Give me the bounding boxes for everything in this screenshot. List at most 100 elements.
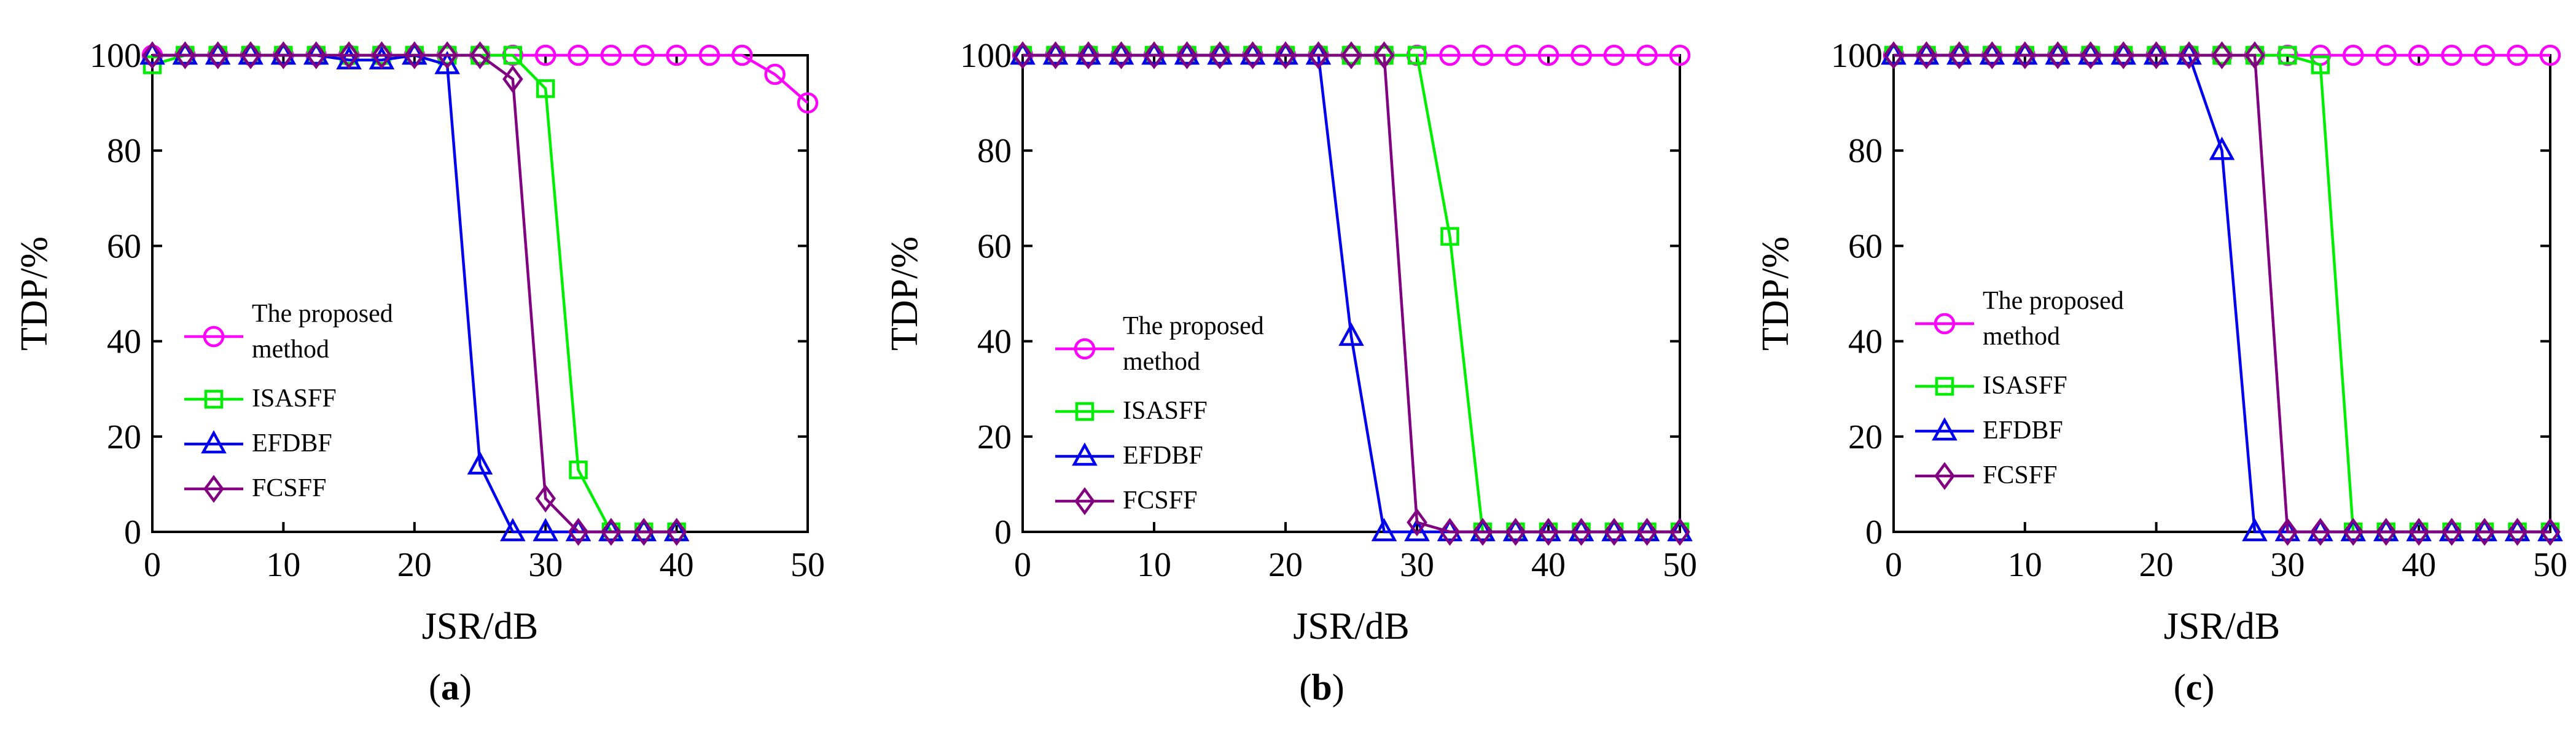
legend-label: method [252, 335, 329, 364]
x-tick-label: 50 [790, 546, 825, 584]
data-point-fcsff [1176, 41, 1198, 69]
data-point-fcsff [1144, 41, 1165, 69]
data-point-efdbf [1273, 41, 1298, 65]
data-point-fcsff [1012, 41, 1033, 69]
legend-marker [1935, 376, 1954, 396]
y-tick-label: 60 [1848, 227, 1883, 265]
y-tick-label: 40 [1848, 323, 1883, 361]
data-point-the-proposed-method [534, 44, 556, 66]
y-tick-label: 20 [977, 418, 1012, 456]
data-point-efdbf [500, 518, 526, 542]
data-point-efdbf [2209, 136, 2235, 160]
data-point-efdbf [238, 41, 263, 65]
data-point-isasff [569, 460, 588, 480]
panel-caption-b: (b) [1299, 667, 1345, 708]
data-point-efdbf [1568, 518, 1594, 542]
data-point-the-proposed-method [2375, 44, 2397, 66]
x-axis-label: JSR/dB [2164, 606, 2281, 647]
data-point-the-proposed-method [1439, 44, 1461, 66]
data-point-fcsff [371, 41, 392, 69]
x-tick-label: 50 [2533, 546, 2567, 584]
x-tick-label: 30 [1400, 546, 1434, 584]
data-point-the-proposed-method [2507, 44, 2528, 66]
legend-label: FCSFF [1983, 461, 2057, 489]
data-point-efdbf [1108, 41, 1134, 65]
x-tick-label: 0 [1885, 546, 1902, 584]
data-point-efdbf [2274, 518, 2301, 542]
data-point-efdbf [1946, 41, 1972, 65]
data-point-efdbf [1207, 41, 1233, 65]
legend-marker [203, 475, 224, 503]
legend-label: ISASFF [1983, 372, 2067, 400]
legend-label: ISASFF [1123, 397, 1208, 425]
data-point-fcsff [338, 41, 359, 69]
x-tick-label: 0 [144, 546, 161, 584]
data-point-efdbf [2406, 518, 2432, 542]
data-point-the-proposed-method [1636, 44, 1658, 66]
data-point-fcsff [502, 65, 523, 93]
data-point-efdbf [1174, 41, 1200, 65]
data-point-efdbf [2143, 41, 2169, 65]
y-tick-label: 40 [977, 323, 1012, 361]
data-point-efdbf [2242, 518, 2268, 542]
data-point-fcsff [142, 41, 163, 69]
data-point-fcsff [1949, 41, 1970, 69]
series-line-efdbf [1023, 53, 1680, 534]
data-point-isasff [1407, 45, 1427, 65]
data-point-the-proposed-method [600, 44, 622, 66]
x-tick-label: 50 [1663, 546, 1697, 584]
y-tick-label: 80 [977, 132, 1012, 170]
data-point-fcsff [1341, 41, 1362, 69]
data-point-fcsff [2113, 41, 2134, 69]
data-point-the-proposed-method [698, 44, 720, 66]
legend-marker [1932, 417, 1957, 441]
legend-marker [1072, 442, 1098, 466]
data-point-efdbf [1338, 322, 1364, 346]
data-point-fcsff [1916, 41, 1937, 69]
legend-marker [1074, 487, 1095, 515]
data-point-fcsff [2015, 41, 2035, 69]
plot-frame [1021, 54, 1681, 533]
y-tick-label: 100 [1831, 37, 1883, 75]
data-point-the-proposed-method [1571, 44, 1592, 66]
y-tick-label: 20 [107, 418, 141, 456]
data-point-efdbf [434, 50, 460, 74]
legend-marker [1934, 462, 1955, 490]
legend-marker [201, 430, 227, 454]
series-line-isasff [152, 53, 677, 534]
legend-marker [1074, 338, 1096, 360]
data-point-efdbf [467, 451, 493, 475]
data-point-fcsff [207, 41, 228, 69]
data-point-fcsff [1308, 41, 1329, 69]
y-tick-label: 80 [107, 132, 141, 170]
y-tick-label: 0 [124, 513, 141, 552]
legend-label: FCSFF [1123, 486, 1197, 515]
data-point-efdbf [1075, 41, 1101, 65]
data-point-fcsff [2441, 518, 2462, 546]
legend-label: The proposed [252, 300, 393, 328]
data-point-isasff [2311, 55, 2330, 74]
data-point-efdbf [1667, 518, 1693, 542]
legend: The proposed method ISASFF EFDBF FCSFF [184, 300, 393, 503]
data-point-efdbf [2472, 518, 2497, 542]
data-point-efdbf [663, 518, 690, 542]
data-point-fcsff [2408, 518, 2429, 546]
series-line-fcsff [1894, 53, 2550, 534]
data-point-fcsff [174, 41, 196, 69]
data-point-fcsff [1604, 518, 1625, 546]
legend-label: FCSFF [252, 474, 326, 502]
legend-label: The proposed [1123, 312, 1264, 340]
x-tick-label: 10 [2008, 546, 2042, 584]
data-point-fcsff [404, 41, 425, 69]
y-tick-label: 40 [107, 323, 141, 361]
data-point-efdbf [1470, 518, 1496, 542]
data-point-efdbf [205, 41, 231, 65]
data-point-efdbf [2176, 41, 2202, 65]
data-point-fcsff [469, 41, 491, 69]
y-tick-label: 100 [90, 37, 141, 75]
series-line-fcsff [1023, 53, 1680, 534]
y-tick-label: 60 [977, 227, 1012, 265]
data-point-efdbf [1010, 41, 1036, 65]
data-point-fcsff [2047, 41, 2069, 69]
